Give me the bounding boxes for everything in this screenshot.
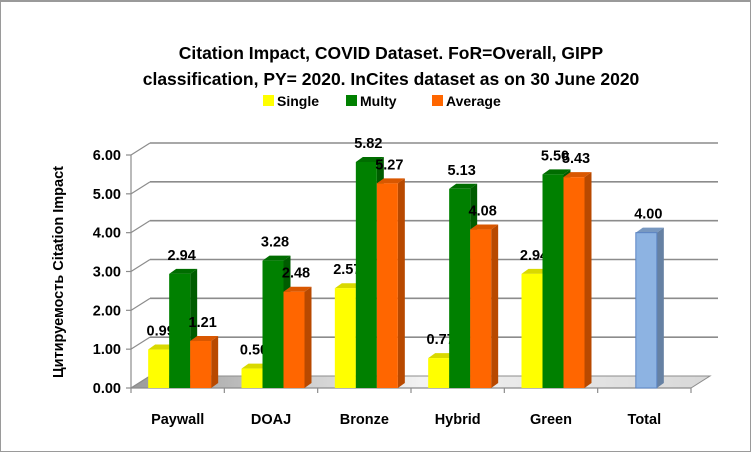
bar-top <box>262 255 291 261</box>
data-label: 5.13 <box>448 163 476 179</box>
data-label: 5.50 <box>541 148 569 164</box>
bar-top <box>449 183 478 189</box>
bar-front <box>355 161 377 388</box>
data-label: 5.43 <box>562 151 590 167</box>
bar-top <box>542 169 571 175</box>
legend-swatch <box>432 95 443 106</box>
legend: Single Multy Average <box>263 93 501 109</box>
y-tick-label: 1.00 <box>93 342 121 358</box>
bar-top <box>190 336 219 342</box>
data-label: 1.21 <box>189 315 217 331</box>
bar-top <box>470 224 499 230</box>
data-label: 4.00 <box>634 207 662 223</box>
bar-top <box>563 172 592 178</box>
gridline-side <box>130 336 151 350</box>
data-label: 5.27 <box>375 157 403 173</box>
chart-title: Citation Impact, COVID Dataset. FoR=Over… <box>143 43 640 89</box>
y-tick-label: 4.00 <box>93 226 121 242</box>
x-tick-label: Bronze <box>340 412 389 428</box>
bar-front <box>470 229 492 388</box>
y-axis-label: Цитируемость Citation Impact <box>51 166 67 378</box>
data-label: 2.48 <box>282 266 310 282</box>
legend-swatch <box>346 95 357 106</box>
legend-item-multy: Multy <box>346 93 397 109</box>
bar-front <box>521 273 543 388</box>
y-tick-label: 3.00 <box>93 265 121 281</box>
data-label: 2.57 <box>333 262 361 278</box>
legend-label: Multy <box>360 93 397 109</box>
y-tick-label: 0.00 <box>93 381 121 397</box>
bar-top <box>635 227 664 233</box>
bar-average-bronze: 5.27 <box>375 157 405 388</box>
x-tick-label: DOAJ <box>251 412 291 428</box>
bar-front <box>241 368 263 388</box>
bar-front <box>262 260 284 388</box>
data-label: 4.08 <box>469 204 497 220</box>
data-label: 0.77 <box>427 332 455 348</box>
bar-front <box>542 174 564 388</box>
legend-swatch <box>263 95 274 106</box>
bar-top <box>169 268 198 274</box>
bar-side <box>304 286 312 388</box>
bar-front <box>148 349 170 388</box>
gridline-side <box>130 258 151 273</box>
legend-item-average: Average <box>432 93 501 109</box>
data-label: 3.28 <box>261 235 289 251</box>
legend-label: Average <box>446 93 501 109</box>
bar-top <box>355 156 384 162</box>
legend-label: Single <box>277 93 319 109</box>
x-tick-label: Paywall <box>151 412 204 428</box>
bar-front <box>563 177 585 388</box>
x-tick-label: Total <box>628 412 662 428</box>
y-tick-label: 6.00 <box>93 148 121 164</box>
bar-average-hybrid: 4.08 <box>469 204 499 388</box>
bar-top <box>283 286 312 292</box>
bar-side <box>491 224 499 388</box>
bar-front <box>376 183 398 388</box>
bar-average-paywall: 1.21 <box>189 315 219 388</box>
data-label: 0.50 <box>240 343 268 359</box>
bar-front <box>635 232 658 389</box>
gridline-side <box>130 181 151 195</box>
bar-average-doaj: 2.48 <box>282 266 312 388</box>
gridline-side <box>130 220 151 234</box>
data-label: 2.94 <box>168 248 196 264</box>
gridline-side <box>130 375 151 389</box>
gridline-side <box>130 142 151 156</box>
bar-side <box>211 336 219 388</box>
bar-front <box>334 288 356 388</box>
bar-side <box>397 178 405 388</box>
bar-average-green: 5.43 <box>562 151 592 388</box>
chart-title-line-1: Citation Impact, COVID Dataset. FoR=Over… <box>179 43 604 63</box>
x-tick-label: Hybrid <box>435 412 481 428</box>
bar-top <box>376 178 405 184</box>
gridline-side <box>130 297 151 311</box>
y-tick-label: 2.00 <box>93 303 121 319</box>
data-label: 5.82 <box>354 136 382 152</box>
y-tick-label: 5.00 <box>93 187 121 203</box>
bar-front <box>449 188 471 388</box>
bar-front <box>169 273 191 388</box>
chart-title-line-2: classification, PY= 2020. InCites datase… <box>143 69 640 89</box>
legend-item-single: Single <box>263 93 319 109</box>
bar-side <box>656 227 664 388</box>
chart-frame: Citation Impact, COVID Dataset. FoR=Over… <box>0 0 751 452</box>
bar-side <box>584 172 592 388</box>
x-tick-label: Green <box>530 412 572 428</box>
data-label: 2.94 <box>520 248 548 264</box>
plot-area: 0.00 1.00 2.00 3.00 4.00 5.00 6.00 Paywall DOAJ B… <box>93 136 718 428</box>
data-label: 0.99 <box>147 324 175 340</box>
bar-front <box>283 291 305 388</box>
bar-total-total: 4.00 <box>634 207 664 389</box>
bar-front <box>428 358 450 388</box>
bar-front <box>190 341 212 388</box>
